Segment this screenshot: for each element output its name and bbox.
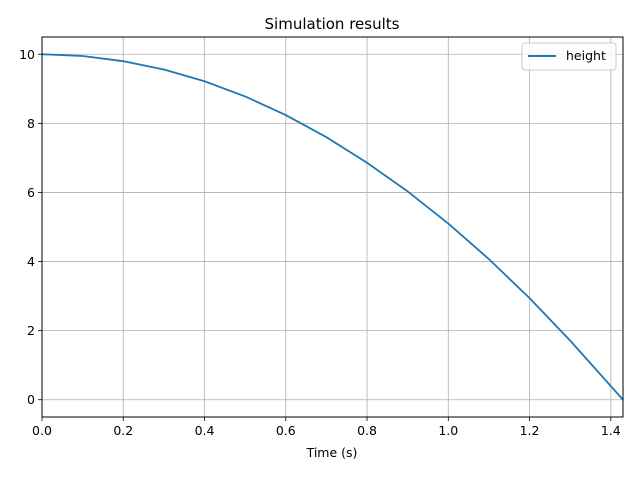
plot-frame bbox=[41, 36, 624, 418]
y-tick-label: 10 bbox=[19, 47, 35, 62]
x-tick-label: 0.0 bbox=[32, 423, 52, 438]
y-tick-label: 2 bbox=[27, 323, 35, 338]
x-axis-ticks: 0.0 0.2 0.4 0.6 0.8 1.0 1.2 1.4 bbox=[32, 417, 621, 438]
x-tick-label: 0.6 bbox=[276, 423, 296, 438]
legend-label-height: height bbox=[566, 48, 606, 63]
x-tick-label: 0.2 bbox=[113, 423, 133, 438]
legend: height bbox=[521, 42, 617, 71]
y-tick-label: 6 bbox=[27, 185, 35, 200]
y-tick-label: 8 bbox=[27, 116, 35, 131]
y-tick-label: 4 bbox=[27, 254, 35, 269]
y-axis-ticks: 0 2 4 6 8 10 bbox=[19, 47, 42, 407]
series-line-height bbox=[41, 53, 624, 401]
y-tick-label: 0 bbox=[27, 392, 35, 407]
x-tick-label: 1.0 bbox=[438, 423, 458, 438]
x-tick-label: 1.2 bbox=[520, 423, 540, 438]
x-tick-label: 0.4 bbox=[195, 423, 215, 438]
legend-box bbox=[521, 42, 617, 71]
chart-title: Simulation results bbox=[265, 15, 400, 33]
series-layer bbox=[41, 53, 624, 401]
x-tick-label: 0.8 bbox=[357, 423, 377, 438]
x-axis-label: Time (s) bbox=[306, 445, 358, 460]
x-tick-label: 1.4 bbox=[601, 423, 621, 438]
